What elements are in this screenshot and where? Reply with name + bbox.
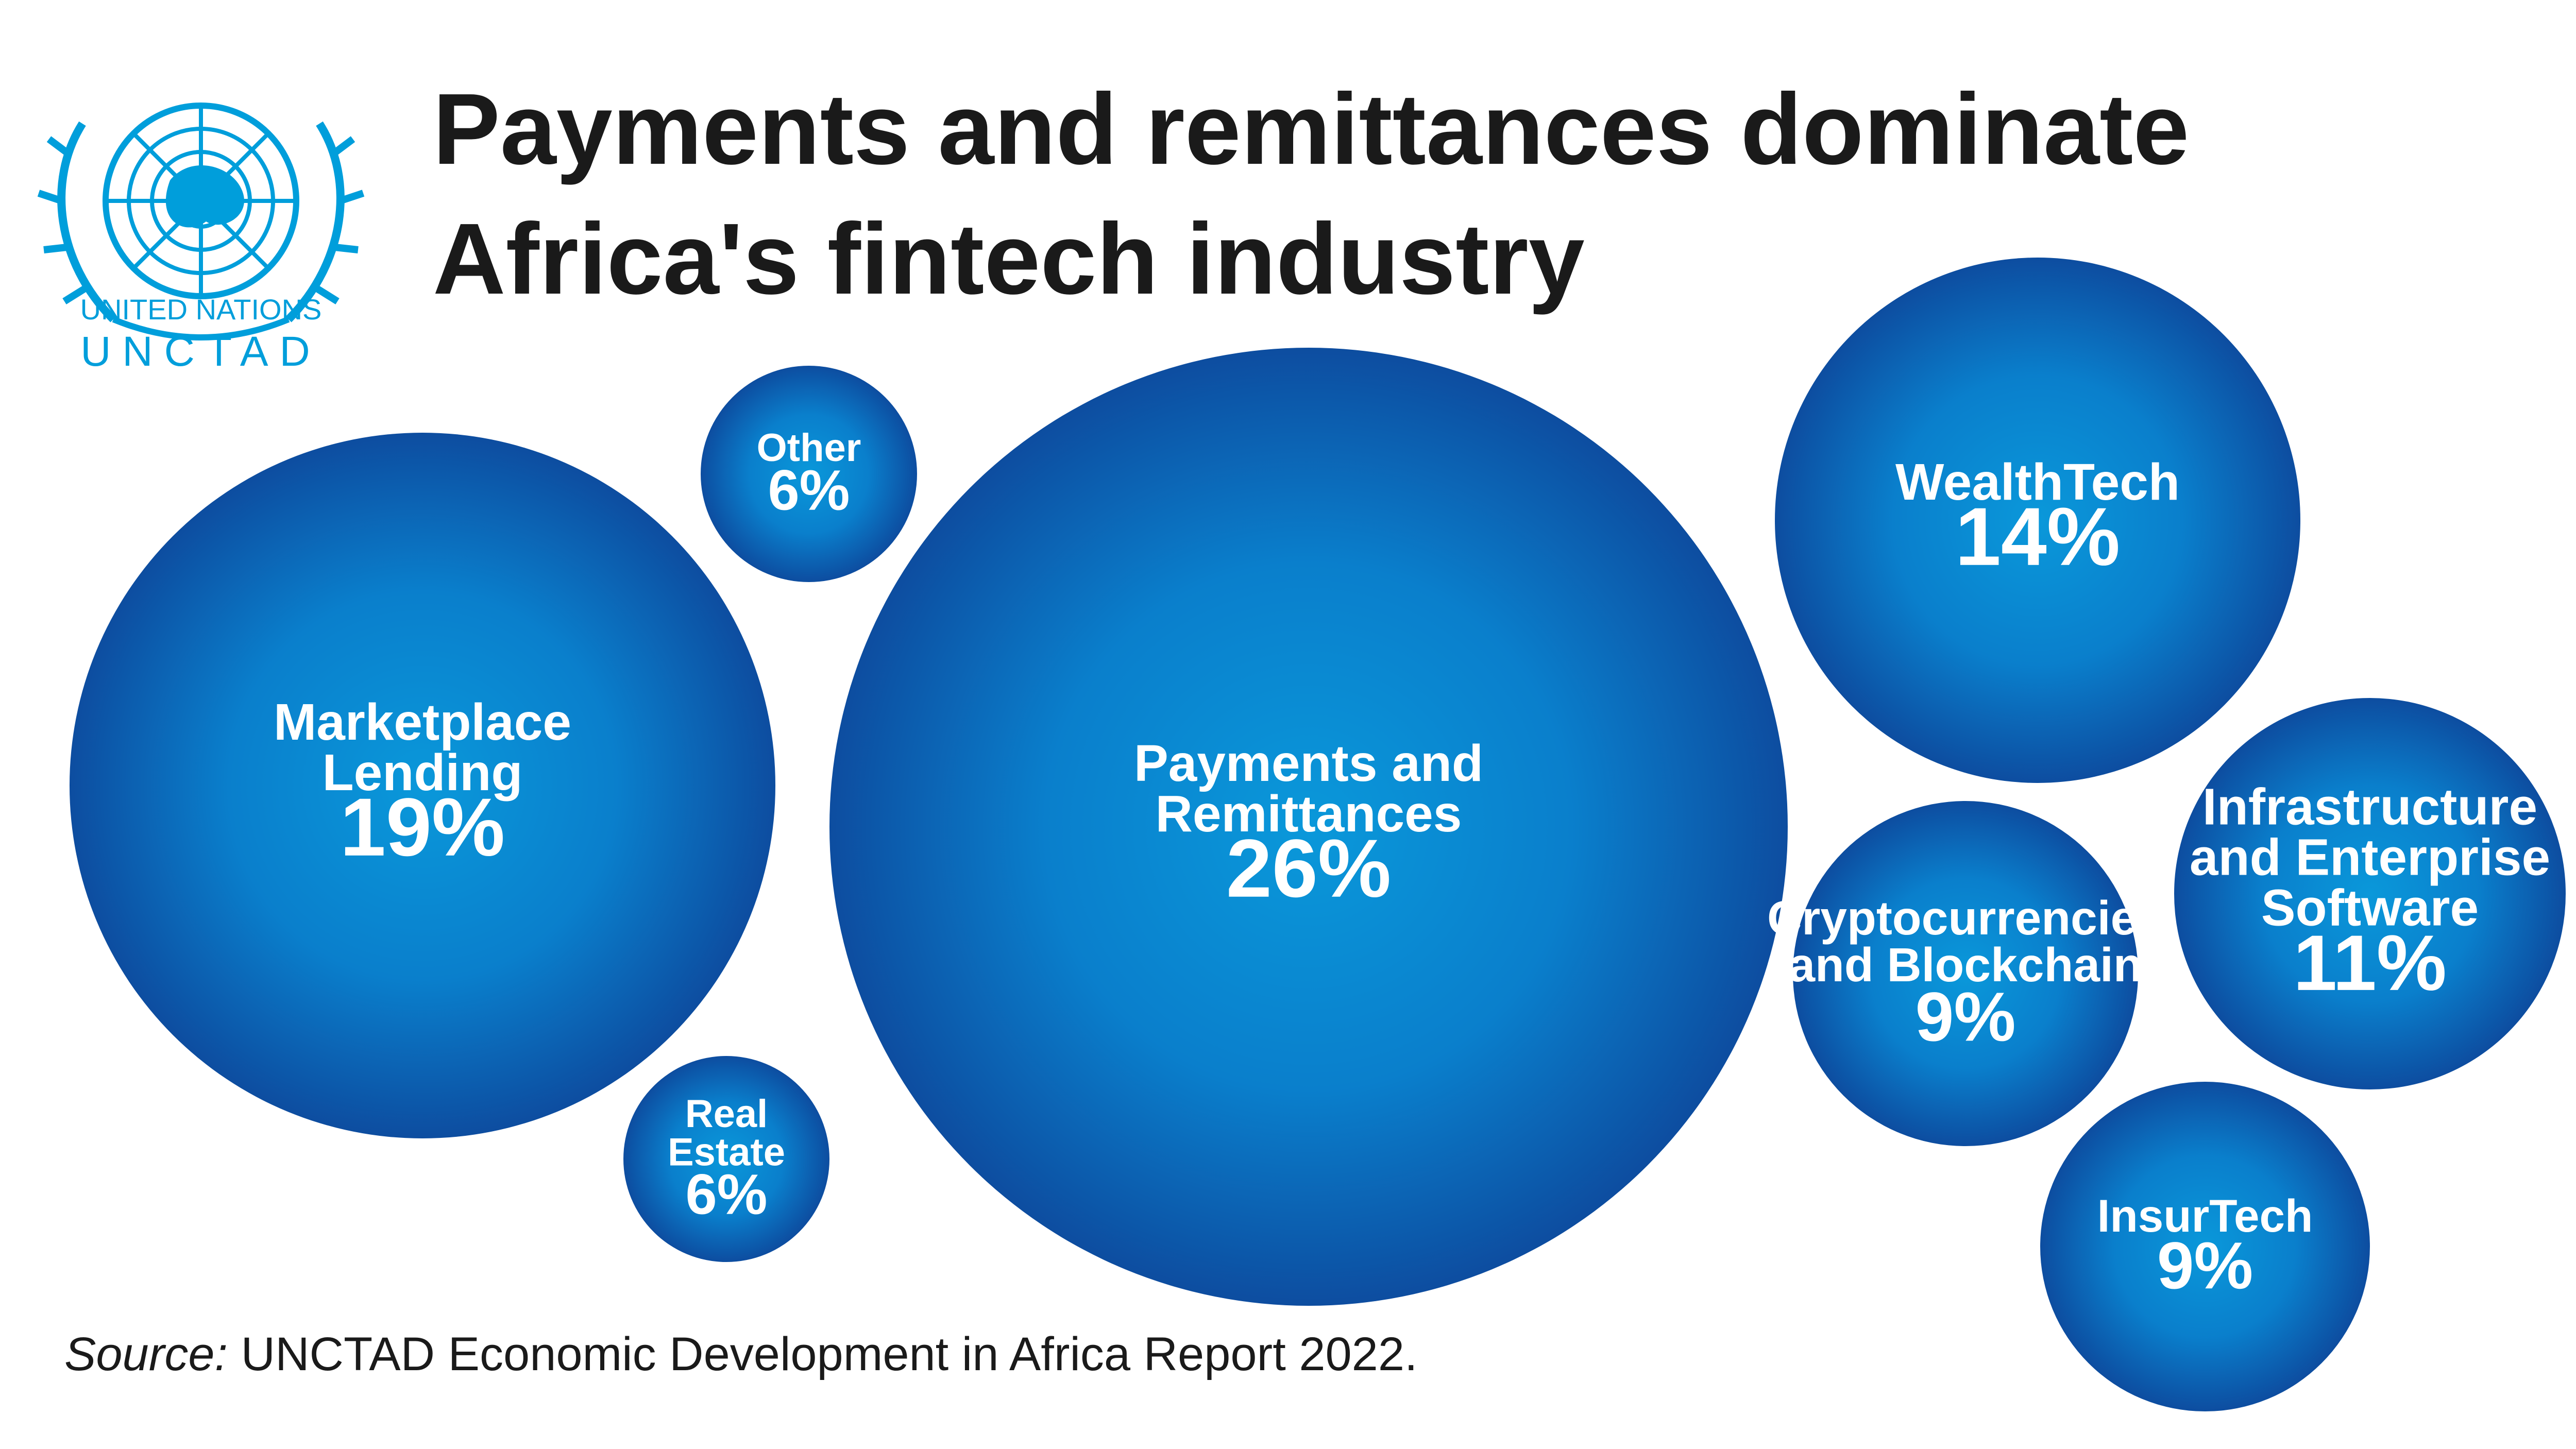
logo-line-2: UNCTAD	[80, 328, 321, 375]
bubble-0-value: 26%	[1226, 822, 1391, 914]
bubble-0	[829, 348, 1788, 1306]
bubble-6-value: 6%	[768, 458, 850, 522]
un-emblem-icon	[37, 103, 365, 340]
bubble-1-label-0: Marketplace	[274, 693, 571, 751]
bubble-2-value: 14%	[1955, 490, 2120, 583]
bubble-4-value: 9%	[1915, 978, 2015, 1055]
bubble-3-value: 11%	[2293, 919, 2447, 1007]
bubble-2	[1775, 258, 2300, 783]
bubble-4	[1793, 801, 2138, 1146]
bubble-3-label-0: Infrastructure	[2202, 778, 2537, 836]
bubble-4-label-1: and Blockchain	[1788, 938, 2142, 992]
bubble-1	[70, 433, 775, 1138]
bubble-0-label-1: Remittances	[1156, 785, 1462, 843]
bubble-3-label-2: Software	[2261, 879, 2479, 936]
bubble-5-value: 9%	[2157, 1229, 2253, 1303]
bubble-3	[2174, 698, 2566, 1089]
bubble-2-label-0: WealthTech	[1895, 453, 2180, 511]
bubble-6	[701, 366, 917, 582]
chart-title-line-2: Africa's fintech industry	[433, 202, 1585, 315]
bubble-6-label-0: Other	[757, 426, 861, 470]
logo-line-1: UNITED NATIONS	[80, 293, 322, 326]
bubble-7	[623, 1056, 829, 1262]
bubble-3-label-1: and Enterprise	[2190, 828, 2550, 886]
bubble-7-label-1: Estate	[668, 1130, 785, 1174]
bubble-5	[2040, 1082, 2370, 1411]
source-note: Source: UNCTAD Economic Development in A…	[64, 1328, 1418, 1380]
source-prefix: Source:	[64, 1328, 228, 1380]
bubble-0-label-0: Payments and	[1134, 735, 1483, 792]
bubble-5-label-0: InsurTech	[2097, 1190, 2313, 1241]
source-text: UNCTAD Economic Development in Africa Re…	[228, 1328, 1417, 1380]
bubble-1-value: 19%	[340, 781, 505, 873]
chart-title-line-1: Payments and remittances dominate	[433, 73, 2189, 185]
bubble-7-value: 6%	[686, 1163, 768, 1226]
bubble-1-label-1: Lending	[323, 744, 523, 802]
bubble-7-label-0: Real	[685, 1092, 768, 1136]
bubble-4-label-0: Cryptocurrencies	[1767, 891, 2164, 945]
